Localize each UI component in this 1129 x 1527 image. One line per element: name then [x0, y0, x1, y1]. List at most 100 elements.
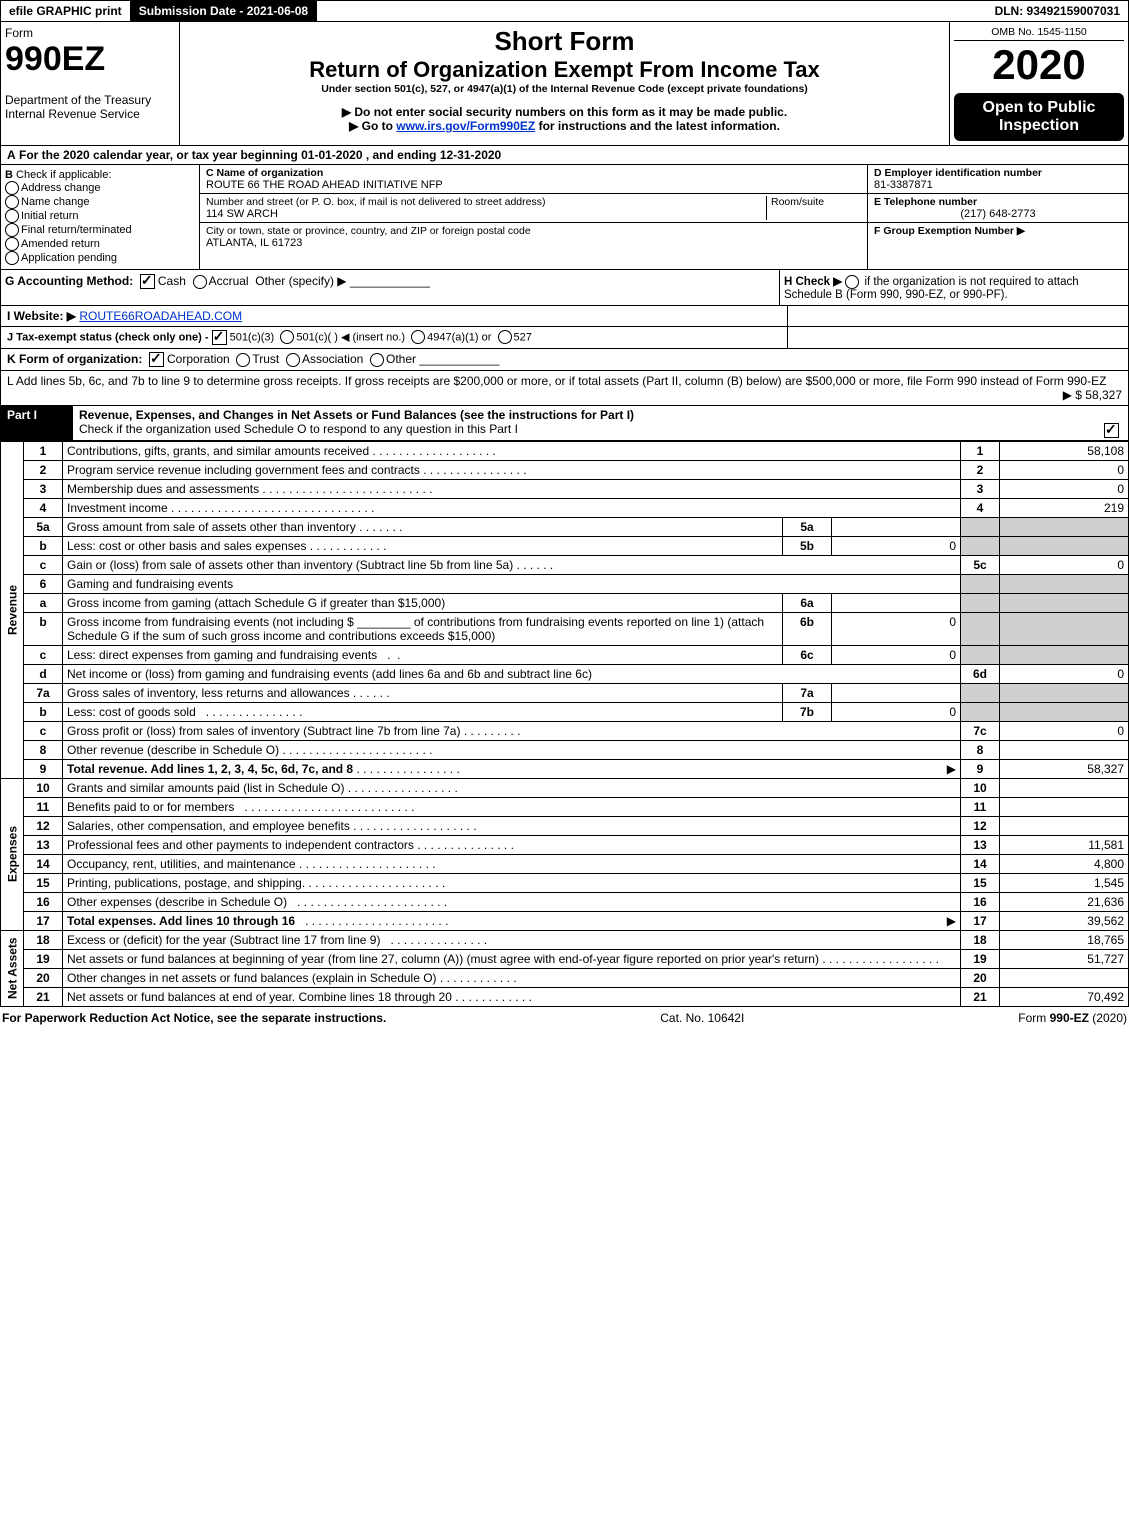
- k-o3: Association: [302, 352, 363, 366]
- netassets-vert-label: Net Assets: [1, 930, 24, 1006]
- line-a-text: For the 2020 calendar year, or tax year …: [19, 148, 501, 162]
- opt-amended-return: Amended return: [21, 238, 100, 250]
- line-1: Revenue 1 Contributions, gifts, grants, …: [1, 441, 1129, 460]
- c-name-label: C Name of organization: [206, 167, 861, 179]
- radio-trust[interactable]: [236, 353, 250, 367]
- top-bar: efile GRAPHIC print Submission Date - 20…: [0, 0, 1129, 22]
- radio-501c[interactable]: [280, 330, 294, 344]
- section-C: C Name of organization ROUTE 66 THE ROAD…: [200, 165, 867, 269]
- note-ssn: ▶ Do not enter social security numbers o…: [184, 105, 945, 119]
- submission-date-button[interactable]: Submission Date - 2021-06-08: [131, 1, 317, 21]
- footer-right: Form 990-EZ (2020): [1018, 1011, 1127, 1025]
- row-I: I Website: ▶ ROUTE66ROADAHEAD.COM: [0, 306, 1129, 327]
- row-L: L Add lines 5b, 6c, and 7b to line 9 to …: [0, 371, 1129, 406]
- radio-h[interactable]: [845, 275, 859, 289]
- j-label: J Tax-exempt status (check only one) -: [7, 331, 212, 343]
- c-room-label: Room/suite: [771, 196, 861, 208]
- radio-527[interactable]: [498, 330, 512, 344]
- radio-other-org[interactable]: [370, 353, 384, 367]
- irs-label: Internal Revenue Service: [5, 107, 175, 121]
- note2-pre: ▶ Go to: [349, 119, 396, 133]
- j-right: [787, 327, 1128, 348]
- f-label: F Group Exemption Number ▶: [874, 225, 1122, 237]
- website-link[interactable]: ROUTE66ROADAHEAD.COM: [79, 309, 242, 323]
- j-o4: 527: [514, 331, 532, 343]
- e-label: E Telephone number: [874, 196, 1122, 208]
- checkbox-501c3[interactable]: [212, 330, 227, 345]
- dln-label: DLN: 93492159007031: [987, 1, 1128, 21]
- part1-title: Revenue, Expenses, and Changes in Net As…: [79, 408, 634, 422]
- k-label: K Form of organization:: [7, 352, 142, 366]
- note2-post: for instructions and the latest informat…: [535, 119, 780, 133]
- radio-4947[interactable]: [411, 330, 425, 344]
- k-o4: Other: [386, 352, 416, 366]
- row-K: K Form of organization: Corporation Trus…: [0, 349, 1129, 371]
- opt-initial-return: Initial return: [21, 210, 78, 222]
- irs-link[interactable]: www.irs.gov/Form990EZ: [396, 119, 535, 133]
- g-accrual: Accrual: [209, 274, 249, 288]
- topbar-spacer: [317, 8, 986, 14]
- l-amount: ▶ $ 58,327: [1063, 388, 1122, 402]
- footer-mid: Cat. No. 10642I: [660, 1011, 744, 1025]
- part1-check-text: Check if the organization used Schedule …: [79, 422, 518, 436]
- section-DEF: D Employer identification number 81-3387…: [867, 165, 1128, 269]
- opt-address-change: Address change: [21, 182, 101, 194]
- phone-value: (217) 648-2773: [874, 208, 1122, 220]
- lines-table: Revenue 1 Contributions, gifts, grants, …: [0, 441, 1129, 1007]
- l-text: L Add lines 5b, 6c, and 7b to line 9 to …: [7, 374, 1106, 388]
- footer-left: For Paperwork Reduction Act Notice, see …: [2, 1011, 386, 1025]
- radio-accrual[interactable]: [193, 275, 207, 289]
- main-title: Return of Organization Exempt From Incom…: [184, 57, 945, 83]
- c-street-label: Number and street (or P. O. box, if mail…: [206, 196, 766, 208]
- row-GH: G Accounting Method: Cash Accrual Other …: [0, 270, 1129, 306]
- checkbox-schedule-o[interactable]: [1104, 423, 1119, 438]
- tax-year: 2020: [954, 41, 1124, 89]
- part1-label: Part I: [1, 406, 73, 439]
- org-name: ROUTE 66 THE ROAD AHEAD INITIATIVE NFP: [206, 179, 861, 191]
- org-city: ATLANTA, IL 61723: [206, 237, 861, 249]
- k-o1: Corporation: [167, 352, 230, 366]
- h-label: H Check ▶: [784, 276, 842, 288]
- checkbox-corporation[interactable]: [149, 352, 164, 367]
- dept-label: Department of the Treasury: [5, 93, 175, 107]
- radio-amended-return[interactable]: [5, 237, 19, 251]
- radio-address-change[interactable]: [5, 181, 19, 195]
- form-number: 990EZ: [5, 40, 175, 79]
- efile-label: efile GRAPHIC print: [1, 1, 131, 21]
- open-to-public: Open to Public Inspection: [954, 93, 1124, 141]
- radio-final-return[interactable]: [5, 223, 19, 237]
- j-o1: 501(c)(3): [230, 331, 275, 343]
- page-footer: For Paperwork Reduction Act Notice, see …: [0, 1007, 1129, 1029]
- g-cash: Cash: [158, 274, 186, 288]
- omb-label: OMB No. 1545-1150: [954, 26, 1124, 41]
- ein-value: 81-3387871: [874, 179, 1122, 191]
- opt-application-pending: Application pending: [21, 252, 117, 264]
- short-form-title: Short Form: [184, 26, 945, 57]
- radio-association[interactable]: [286, 353, 300, 367]
- k-o2: Trust: [252, 352, 279, 366]
- j-o2: 501(c)( ) ◀ (insert no.): [296, 331, 405, 343]
- checkbox-cash[interactable]: [140, 274, 155, 289]
- radio-initial-return[interactable]: [5, 209, 19, 223]
- h-continued: [787, 306, 1128, 326]
- form-word: Form: [5, 26, 175, 40]
- g-label: G Accounting Method:: [5, 274, 133, 288]
- i-label: I Website: ▶: [7, 309, 76, 323]
- note-link-line: ▶ Go to www.irs.gov/Form990EZ for instru…: [184, 119, 945, 133]
- d-label: D Employer identification number: [874, 167, 1122, 179]
- b-label: Check if applicable:: [16, 169, 111, 181]
- org-street: 114 SW ARCH: [206, 208, 766, 220]
- section-B: B Check if applicable: Address change Na…: [1, 165, 200, 269]
- revenue-vert-label: Revenue: [1, 441, 24, 778]
- expenses-vert-label: Expenses: [1, 778, 24, 930]
- radio-application-pending[interactable]: [5, 251, 19, 265]
- form-header: Form 990EZ Department of the Treasury In…: [0, 22, 1129, 146]
- subtitle: Under section 501(c), 527, or 4947(a)(1)…: [184, 83, 945, 95]
- opt-final-return: Final return/terminated: [21, 224, 132, 236]
- row-J: J Tax-exempt status (check only one) - 5…: [0, 327, 1129, 349]
- g-other: Other (specify) ▶: [255, 274, 346, 288]
- radio-name-change[interactable]: [5, 195, 19, 209]
- opt-name-change: Name change: [21, 196, 90, 208]
- row-A: A For the 2020 calendar year, or tax yea…: [0, 146, 1129, 165]
- entity-block: B Check if applicable: Address change Na…: [0, 165, 1129, 270]
